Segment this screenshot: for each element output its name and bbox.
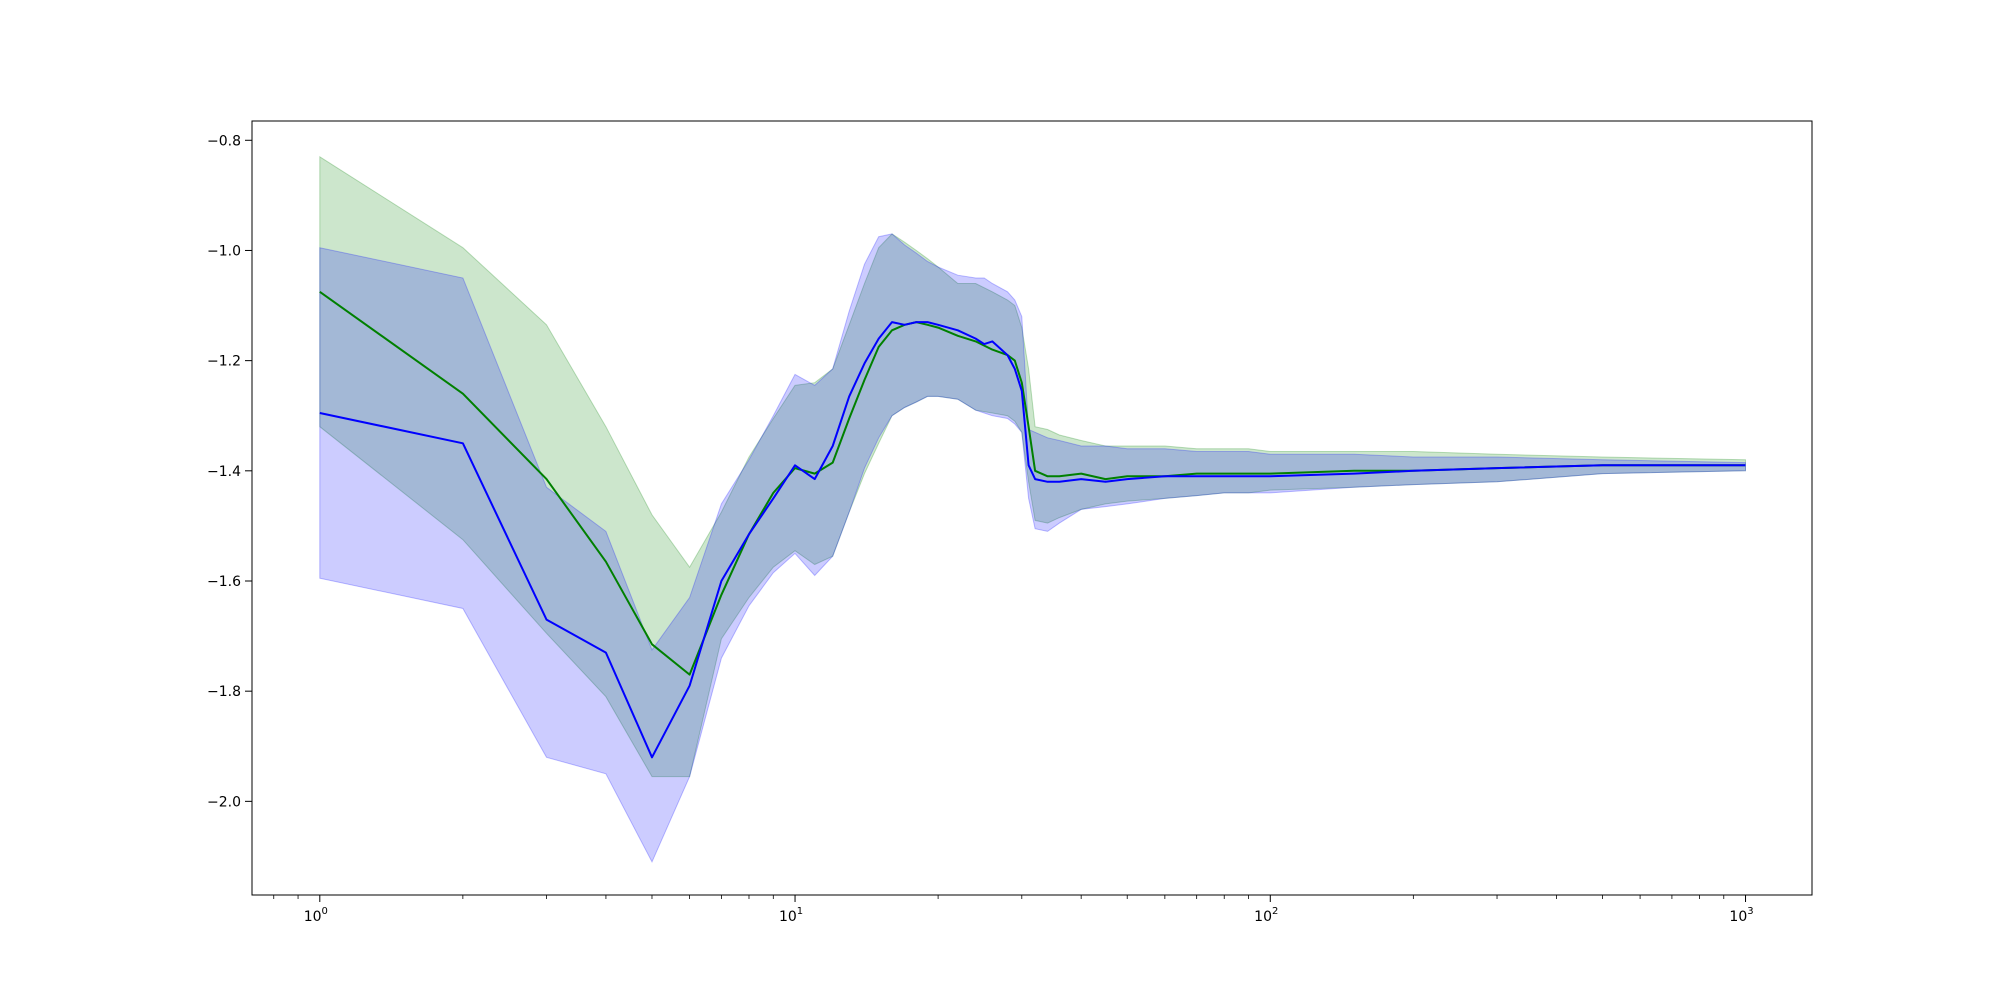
y-tick-label: −1.4 (207, 464, 241, 480)
series-lines (319, 290, 1746, 759)
x-tick-label: 102 (1254, 906, 1278, 925)
x-axis: 100 101 102 103 (273, 895, 1754, 925)
y-tick-label: −1.0 (207, 243, 241, 259)
confidence-band-2 (319, 233, 1746, 864)
x-tick-base: 10 (1729, 909, 1747, 925)
x-tick-exponent: 1 (797, 906, 803, 917)
series-line-2 (319, 321, 1746, 759)
x-tick-label: 100 (304, 906, 328, 925)
x-tick-label: 101 (779, 906, 803, 925)
x-tick-exponent: 2 (1272, 906, 1278, 917)
x-tick-label: 103 (1729, 906, 1753, 925)
x-tick-base: 10 (304, 909, 322, 925)
plot-area-frame (251, 120, 1813, 896)
x-tick-base: 10 (779, 909, 797, 925)
y-tick-label: −1.2 (207, 354, 241, 370)
x-tick-exponent: 3 (1747, 906, 1753, 917)
y-tick-label: −1.6 (207, 574, 241, 590)
y-axis: −0.8 −1.0 −1.2 −1.4 −1.6 −1.8 −2.0 (207, 133, 252, 810)
confidence-bands (319, 155, 1746, 864)
x-tick-exponent: 0 (322, 906, 328, 917)
x-tick-base: 10 (1254, 909, 1272, 925)
y-tick-label: −1.8 (207, 684, 241, 700)
confidence-band-1 (319, 155, 1746, 778)
y-tick-label: −2.0 (207, 794, 241, 810)
y-tick-label: −0.8 (207, 133, 241, 149)
